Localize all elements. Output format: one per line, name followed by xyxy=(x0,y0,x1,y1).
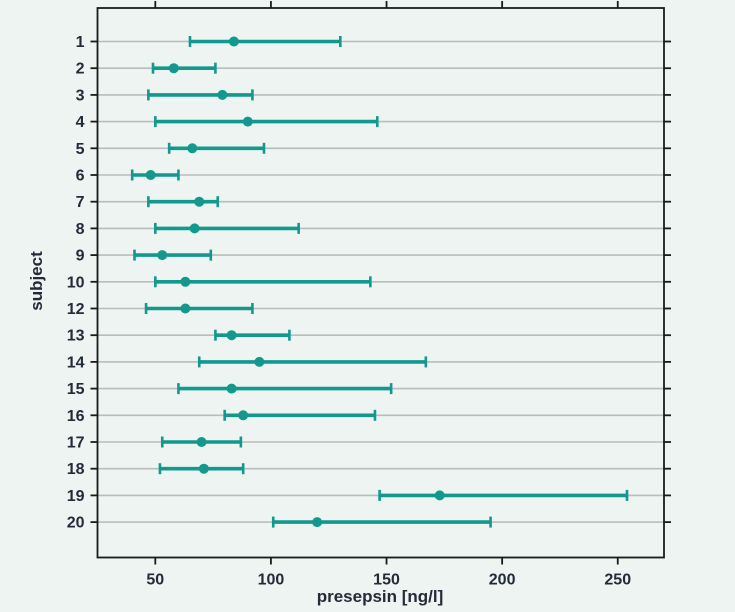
y-tick-label: 17 xyxy=(67,435,85,452)
errorbar-subject-8 xyxy=(154,222,300,234)
point-dot xyxy=(226,383,237,394)
y-tick-label: 14 xyxy=(67,354,85,371)
point-dot xyxy=(226,330,237,341)
x-tick-label: 150 xyxy=(373,572,400,589)
point-dot xyxy=(157,250,168,261)
y-tick-label: 18 xyxy=(67,461,85,478)
y-tick-label: 19 xyxy=(67,488,85,505)
errorbar-subject-19 xyxy=(378,489,629,501)
axis-ticks xyxy=(90,1,671,565)
point-dot xyxy=(187,143,198,154)
y-axis-title: subject xyxy=(27,251,46,311)
plot-frame xyxy=(96,7,665,559)
errorbar-series xyxy=(130,36,629,528)
point-dot xyxy=(196,437,207,447)
errorbar-subject-5 xyxy=(167,142,266,154)
errorbar-subject-15 xyxy=(177,383,393,395)
errorbar-subject-18 xyxy=(158,463,245,475)
y-tick-label: 8 xyxy=(76,221,85,238)
errorbar-subject-6 xyxy=(130,169,180,181)
errorbar-subject-3 xyxy=(147,89,254,101)
errorbar-subject-14 xyxy=(197,356,428,368)
errorbar-subject-2 xyxy=(151,62,217,74)
y-tick-label: 2 xyxy=(76,61,85,78)
y-tick-label: 16 xyxy=(67,408,85,425)
point-dot xyxy=(217,89,228,100)
errorbar-subject-4 xyxy=(154,116,379,128)
y-tick-label: 3 xyxy=(76,87,85,104)
y-tick-label: 15 xyxy=(67,381,85,398)
errorbar-subject-12 xyxy=(144,303,254,314)
point-dot xyxy=(312,517,323,528)
axis-tick-labels: 50 100 150 200 25012345678910121314151617181… xyxy=(67,34,631,589)
y-tick-label: 7 xyxy=(76,194,85,211)
y-tick-label: 5 xyxy=(76,141,85,158)
errorbar-subject-16 xyxy=(223,409,377,421)
point-dot xyxy=(189,223,200,234)
errorbar-subject-17 xyxy=(160,436,243,448)
x-axis-title: presepsin [ng/l] xyxy=(317,587,444,606)
errorbar-subject-20 xyxy=(271,516,492,528)
y-tick-label: 6 xyxy=(76,168,85,185)
x-tick-label: 200 xyxy=(489,572,516,589)
x-tick-label: 250 xyxy=(604,572,631,589)
y-tick-label: 12 xyxy=(67,301,85,318)
x-tick-label: 100 xyxy=(258,572,285,589)
y-tick-label: 9 xyxy=(76,248,85,265)
point-dot xyxy=(180,276,191,287)
point-dot xyxy=(434,490,445,501)
point-dot xyxy=(168,63,179,74)
y-tick-label: 4 xyxy=(76,114,85,131)
point-dot xyxy=(254,356,265,367)
point-dot xyxy=(180,303,191,314)
errorbar-subject-10 xyxy=(154,276,372,288)
errorbar-subject-1 xyxy=(188,36,342,47)
point-dot xyxy=(145,170,156,180)
frame-rect xyxy=(96,7,665,559)
x-tick-label: 50 xyxy=(146,572,164,589)
y-tick-label: 20 xyxy=(67,515,85,532)
errorbar-subject-9 xyxy=(133,249,213,261)
point-dot xyxy=(198,463,209,474)
y-tick-label: 1 xyxy=(76,34,85,51)
errorbar-subject-13 xyxy=(214,329,291,341)
errorbar-subject-7 xyxy=(147,196,220,208)
point-dot xyxy=(194,196,205,207)
y-tick-label: 13 xyxy=(67,328,85,345)
point-dot xyxy=(242,116,253,127)
point-dot xyxy=(228,36,239,47)
y-tick-label: 10 xyxy=(67,274,85,291)
point-dot xyxy=(238,410,249,421)
